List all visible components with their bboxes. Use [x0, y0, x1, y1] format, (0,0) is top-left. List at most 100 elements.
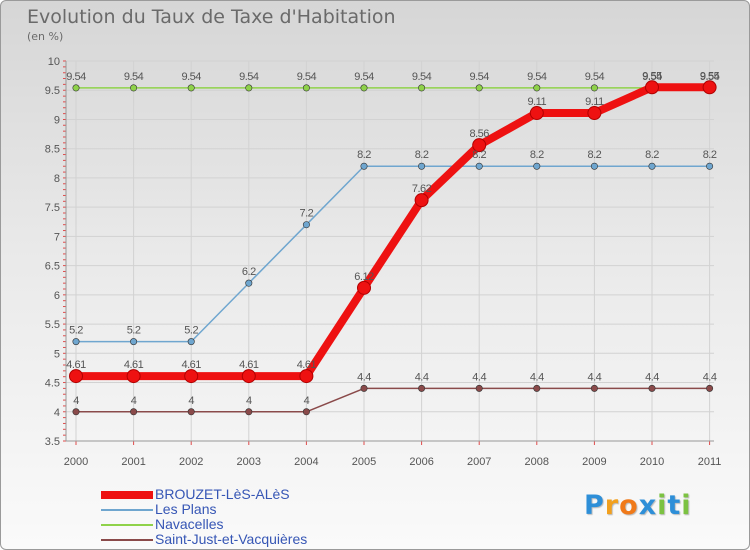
data-label: 4.4	[645, 371, 659, 383]
data-point	[69, 369, 83, 384]
data-label: 9.54	[297, 71, 317, 83]
logo-letter: t	[667, 490, 682, 521]
data-label: 4	[246, 395, 252, 407]
data-point	[130, 408, 138, 416]
data-label: 4.4	[703, 371, 717, 383]
x-tick-label: 2006	[409, 456, 433, 468]
data-labels: 5.2 5.2 5.2 6.2 7.2 8.2 8.2 8.2 8.2 8.2 8.2 8.2 9.54…	[66, 70, 720, 407]
data-point	[533, 162, 541, 170]
grid-lines	[66, 60, 714, 442]
legend-swatch	[101, 539, 153, 541]
data-point	[187, 338, 195, 346]
series-line	[75, 165, 711, 343]
data-label: 4.61	[66, 359, 86, 371]
y-tick-label: 8.5	[45, 144, 60, 156]
data-point	[645, 80, 659, 95]
y-tick-label: 7	[54, 231, 60, 243]
series-0	[69, 80, 717, 384]
data-point	[184, 369, 199, 384]
legend-label: BROUZET-LèS-ALèS	[155, 486, 290, 502]
data-point	[360, 384, 368, 392]
data-label: 5.2	[184, 325, 198, 337]
data-point	[475, 162, 483, 170]
data-point	[72, 408, 80, 416]
logo-letter: r	[604, 490, 620, 521]
data-point	[418, 84, 426, 92]
y-tick-label: 3.5	[45, 436, 60, 448]
data-label: 9.55	[700, 70, 720, 82]
data-label: 4	[131, 395, 137, 407]
y-tick-label: 10	[48, 56, 60, 68]
data-label: 9.11	[528, 96, 547, 108]
y-tick-label: 5	[54, 348, 60, 360]
data-label: 4.4	[357, 371, 371, 383]
x-tick-label: 2007	[467, 456, 491, 468]
data-point	[706, 162, 714, 170]
data-label: 4.61	[297, 359, 317, 371]
data-label: 9.55	[642, 70, 662, 82]
y-tick-label: 4	[54, 407, 60, 419]
data-point	[245, 408, 253, 416]
data-label: 4.61	[181, 359, 201, 371]
data-point	[702, 80, 717, 95]
x-tick-label: 2003	[237, 456, 261, 468]
legend-swatch	[101, 491, 153, 499]
y-tick-label: 8	[54, 173, 60, 185]
x-tick-label: 2002	[179, 456, 203, 468]
data-label: 8.2	[645, 149, 659, 161]
data-point	[130, 84, 138, 92]
data-label: 8.2	[588, 149, 602, 161]
data-label: 9.54	[354, 71, 374, 83]
series-line	[72, 83, 714, 381]
data-label: 9.54	[700, 71, 720, 83]
data-label: 5.2	[69, 325, 83, 337]
legend-label: Navacelles	[155, 516, 224, 532]
data-point	[245, 84, 253, 92]
data-label: 9.54	[66, 71, 86, 83]
data-label: 9.54	[642, 71, 662, 83]
proxiti-logo: Proxiti	[584, 490, 692, 521]
data-point	[187, 84, 195, 92]
data-label: 4.4	[588, 371, 602, 383]
data-point	[648, 162, 656, 170]
data-label: 9.54	[469, 71, 489, 83]
data-label: 9.54	[181, 71, 201, 83]
data-point	[533, 384, 541, 392]
logo-letter: P	[584, 490, 605, 521]
data-label: 4	[73, 395, 79, 407]
data-label: 8.2	[530, 149, 544, 161]
data-point	[418, 384, 426, 392]
legend-swatch	[101, 524, 153, 526]
x-tick-label: 2010	[640, 456, 664, 468]
data-label: 9.54	[239, 71, 259, 83]
y-tick-label: 7.5	[45, 202, 60, 214]
x-tick-label: 2000	[64, 456, 88, 468]
y-tick-label: 4.5	[45, 378, 60, 390]
y-tick-label: 5.5	[45, 319, 60, 331]
data-point	[360, 84, 368, 92]
data-label: 6.2	[242, 266, 256, 278]
data-label: 8.2	[703, 149, 717, 161]
data-label: 8.2	[357, 149, 371, 161]
data-label: 5.2	[127, 325, 141, 337]
data-point	[302, 84, 310, 92]
data-label: 7.2	[300, 208, 314, 220]
data-label: 9.54	[412, 71, 432, 83]
data-point	[299, 369, 314, 384]
data-label: 9.11	[585, 96, 604, 108]
data-point	[241, 369, 256, 384]
series-1	[72, 162, 714, 346]
data-label: 8.56	[469, 128, 489, 140]
data-label: 8.2	[472, 149, 486, 161]
x-tick-label: 2004	[294, 456, 318, 468]
data-point	[590, 384, 598, 392]
data-point	[648, 384, 656, 392]
legend-label: Les Plans	[155, 501, 217, 517]
data-point	[475, 384, 483, 392]
x-tick-label: 2005	[352, 456, 376, 468]
data-label: 7.62	[412, 183, 432, 195]
data-label: 6.12	[354, 271, 374, 283]
axes: 3.5 4 4.5 5 5.5 6 6.5 7 7.5 8 8.5 9 9.5 10 2000 2001 200…	[45, 56, 722, 468]
